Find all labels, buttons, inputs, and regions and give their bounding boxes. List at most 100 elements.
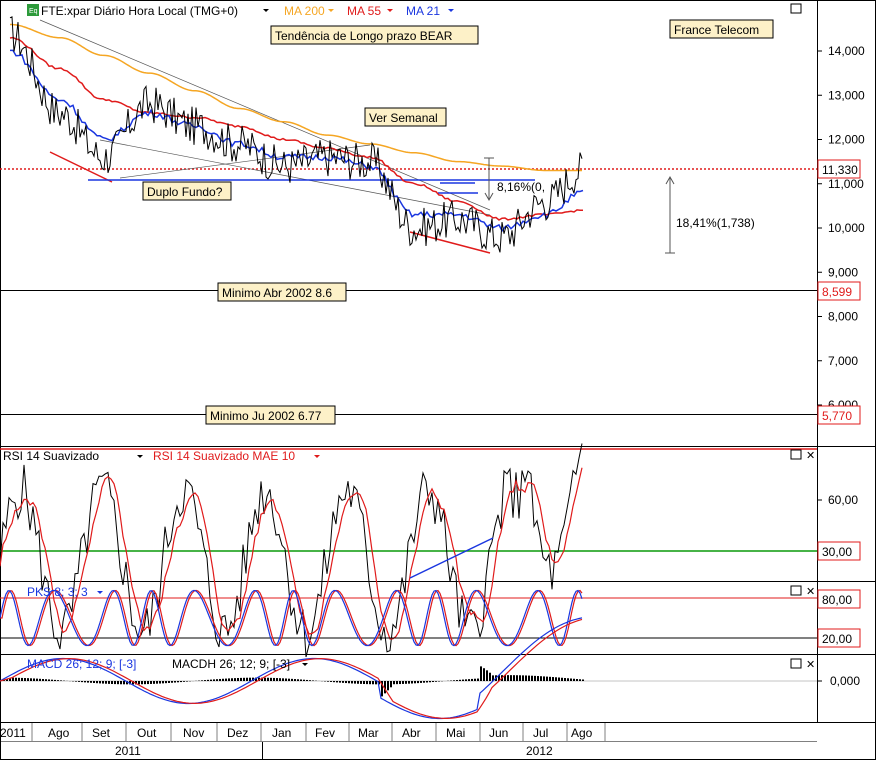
red-support-left	[49, 151, 113, 183]
chart-title[interactable]: FTE:xpar Diário Hora Local (TMG+0)	[41, 4, 238, 18]
macd-histogram-bar	[429, 681, 431, 683]
price-tick-label: 9,000	[828, 265, 858, 279]
macd-histogram-bar	[33, 678, 35, 681]
macd-histogram-bar	[531, 675, 533, 681]
svg-text:Minimo Ju 2002 6.77: Minimo Ju 2002 6.77	[210, 409, 322, 423]
macd-histogram-bar	[369, 681, 371, 685]
rsi-dropdown-icon[interactable]	[137, 455, 143, 458]
month-label: Jul	[533, 726, 548, 740]
macd-histogram-bar	[249, 677, 251, 681]
macd-histogram-bar	[327, 681, 329, 682]
pks-dropdown-icon[interactable]	[97, 591, 103, 594]
price-axis: 14,000 13,000 12,000 11,000 10,000 9,000 8,000…	[817, 44, 865, 412]
macd-histogram-bar	[507, 675, 509, 681]
macd-histogram-bar	[570, 678, 572, 681]
macd-histogram-bar	[237, 678, 239, 681]
macd-histogram-bar	[57, 680, 59, 681]
macd-histogram-bar	[405, 681, 407, 684]
macd-histogram-bar	[537, 676, 539, 681]
month-label: Out	[137, 726, 157, 740]
pks-maximize-icon[interactable]	[790, 585, 802, 596]
macd-histogram-bar	[366, 681, 368, 685]
macd-histogram-bar	[480, 666, 482, 681]
macd-histogram-bar	[171, 681, 173, 683]
pks-80-box: 80,00	[817, 589, 861, 609]
macd-line	[0, 617, 583, 720]
macd-histogram-bar	[114, 681, 116, 685]
macd-histogram-bar	[213, 679, 215, 681]
ma55-label[interactable]: MA 55	[347, 4, 381, 18]
trendline-upper	[39, 19, 491, 211]
macd-histogram-bar	[432, 681, 434, 683]
macd-histogram-bar	[150, 681, 152, 684]
macd-histogram-bar	[87, 681, 89, 683]
price-tick-label: 14,000	[828, 44, 865, 58]
measure-arrow-big	[665, 175, 675, 254]
ma21-label[interactable]: MA 21	[406, 4, 440, 18]
macd-histogram-bar	[375, 681, 377, 685]
ma21-dropdown-icon[interactable]	[448, 9, 454, 12]
macd-histogram-bar	[117, 681, 119, 685]
title-dropdown-icon[interactable]	[263, 9, 269, 12]
price-tick-label: 12,000	[828, 133, 865, 147]
month-label: Dez	[227, 726, 248, 740]
month-label: Mar	[358, 726, 379, 740]
macd-histogram-bar	[207, 679, 209, 681]
macd-histogram-bar	[378, 681, 380, 685]
macd-histogram-bar	[48, 679, 50, 681]
macd-histogram-bar	[105, 681, 107, 684]
macd-histogram-bar	[156, 681, 158, 684]
macd-histogram-bar	[549, 676, 551, 681]
ma55-dropdown-icon[interactable]	[387, 9, 393, 12]
maximize-icon[interactable]	[790, 3, 802, 14]
macd-histogram-bar	[27, 678, 29, 681]
pks-close-icon[interactable]: ✕	[806, 586, 815, 598]
company-box: France Telecom	[669, 19, 774, 39]
macd-close-icon[interactable]: ✕	[806, 659, 815, 671]
macd-label[interactable]: MACD 26; 12; 9; [-3]	[27, 657, 136, 671]
macd-histogram-bar	[546, 676, 548, 681]
macd-histogram-bar	[264, 677, 266, 681]
macd-histogram-bar	[411, 681, 413, 684]
macd-histogram-bar	[24, 678, 26, 681]
pks-signal-line	[0, 589, 583, 647]
svg-text:30,00: 30,00	[822, 545, 852, 559]
macd-histogram-bar	[186, 681, 188, 682]
ma200-label[interactable]: MA 200	[284, 4, 325, 18]
macdh-dropdown-icon[interactable]	[302, 663, 308, 666]
rsi-ma-label[interactable]: RSI 14 Suavizado MAE 10	[153, 449, 295, 463]
price-line	[9, 16, 583, 253]
month-label: 2011	[0, 726, 26, 740]
month-label: Mai	[446, 726, 465, 740]
measure-arrow-small	[484, 157, 494, 202]
pks-label[interactable]: PKS 8; 3; 3	[27, 585, 88, 599]
symbol-icon[interactable]	[27, 4, 39, 16]
ma200-dropdown-icon[interactable]	[328, 9, 334, 12]
symbol-icon-text: Eq	[29, 8, 38, 15]
macd-histogram-bar	[75, 681, 77, 682]
rsi-label[interactable]: RSI 14 Suavizado	[3, 449, 99, 463]
rsi-close-icon[interactable]: ✕	[806, 450, 815, 462]
macd-histogram-bar	[438, 681, 440, 682]
macd-histogram-bar	[39, 678, 41, 681]
macd-histogram-bar	[498, 675, 500, 681]
macd-histogram-bar	[60, 680, 62, 681]
macd-histogram-bar	[252, 677, 254, 681]
macd-histogram-bar	[528, 675, 530, 681]
macd-histogram-bar	[522, 675, 524, 681]
macd-histogram-bar	[477, 678, 479, 681]
macdh-label[interactable]: MACDH 26; 12; 9; [-3]	[172, 657, 290, 671]
rsi-ma-dropdown-icon[interactable]	[314, 455, 320, 458]
macd-histogram-bar	[453, 680, 455, 681]
rsi-maximize-icon[interactable]	[790, 449, 802, 460]
macd-histogram-bar	[414, 681, 416, 684]
macd-histogram-bar	[234, 678, 236, 681]
macd-histogram-bar	[138, 681, 140, 685]
macd-histogram-bar	[78, 681, 80, 682]
macd-histogram-bar	[99, 681, 101, 684]
macd-maximize-icon[interactable]	[790, 658, 802, 669]
macd-histogram-bar	[381, 681, 383, 697]
macd-histogram-bar	[228, 678, 230, 681]
macd-histogram-bar	[282, 678, 284, 681]
